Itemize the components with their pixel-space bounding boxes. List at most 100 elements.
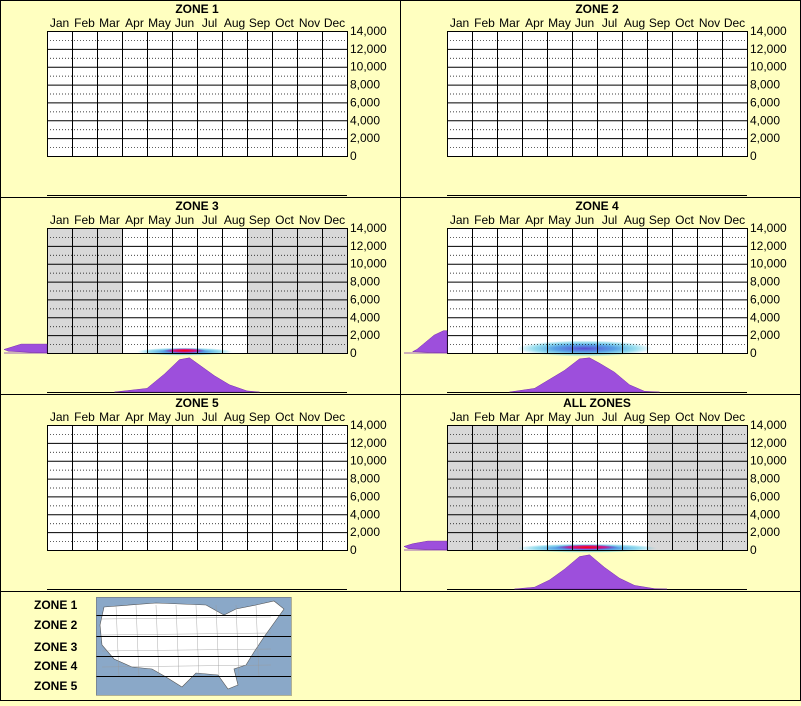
month-tick-label: Oct <box>275 213 294 227</box>
shaded-month <box>247 228 272 353</box>
zone-panel-2: ZONE 2 Jan Feb Mar Apr May Jun Jul Aug Sep Oct Nov D… <box>447 2 787 196</box>
y-tick-label: 10,000 <box>350 60 387 74</box>
y-tick-label: 10,000 <box>350 257 387 271</box>
y-tick-label: 12,000 <box>350 239 387 253</box>
plot-frame <box>447 425 748 551</box>
month-distribution <box>114 357 260 393</box>
legend-zone-label: ZONE 4 <box>34 659 78 673</box>
map-state-line <box>101 632 272 636</box>
y-tick-label: 14,000 <box>350 221 387 235</box>
month-tick-label: Jul <box>602 16 617 30</box>
map-frame <box>96 597 292 696</box>
y-tick-label: 8,000 <box>750 78 780 92</box>
month-tick-label: Mar <box>499 410 520 424</box>
month-tick-label: Jul <box>602 410 617 424</box>
shaded-month <box>722 425 747 550</box>
y-tick-label: 12,000 <box>750 239 787 253</box>
month-tick-label: Jun <box>175 16 194 30</box>
shaded-month <box>47 228 72 353</box>
density-core <box>163 348 206 354</box>
y-tick-label: 8,000 <box>750 275 780 289</box>
month-tick-label: Feb <box>74 16 95 30</box>
month-tick-label: May <box>548 410 571 424</box>
month-tick-label: May <box>148 410 171 424</box>
zone-legend: ZONE 1 ZONE 2 ZONE 3 ZONE 4 ZONE 5 <box>34 598 78 693</box>
legend-zone-label: ZONE 3 <box>34 640 78 654</box>
month-tick-label: Dec <box>324 213 345 227</box>
shaded-month <box>72 228 97 353</box>
month-tick-label: Mar <box>99 213 120 227</box>
y-tick-label: 6,000 <box>750 489 780 503</box>
month-tick-label: Jun <box>575 16 594 30</box>
y-tick-label: 2,000 <box>750 328 780 342</box>
y-tick-label: 4,000 <box>350 507 380 521</box>
y-tick-label: 2,000 <box>350 131 380 145</box>
y-tick-label: 8,000 <box>750 472 780 486</box>
month-tick-label: Jun <box>175 213 194 227</box>
month-tick-label: Mar <box>499 213 520 227</box>
month-tick-label: Nov <box>299 410 320 424</box>
y-tick-label: 8,000 <box>350 472 380 486</box>
month-tick-label: Jan <box>50 410 69 424</box>
month-tick-label: Sep <box>649 16 671 30</box>
month-tick-label: Nov <box>299 213 320 227</box>
month-tick-label: Apr <box>525 410 544 424</box>
month-tick-label: Feb <box>74 213 95 227</box>
month-tick-label: Jan <box>450 410 469 424</box>
y-tick-label: 8,000 <box>350 275 380 289</box>
month-tick-label: Oct <box>275 16 294 30</box>
y-tick-label: 6,000 <box>750 95 780 109</box>
month-tick-label: Aug <box>624 213 645 227</box>
y-tick-label: 14,000 <box>350 24 387 38</box>
zone-panel-3: ZONE 3 Jan Feb Mar Apr May Jun Jul Aug Sep Oct Nov D… <box>3 199 387 393</box>
month-tick-label: Jul <box>602 213 617 227</box>
month-tick-label: Nov <box>699 16 720 30</box>
month-tick-label: Nov <box>699 213 720 227</box>
zone-title: ZONE 3 <box>175 199 219 213</box>
y-tick-label: 14,000 <box>750 221 787 235</box>
month-tick-label: Oct <box>275 410 294 424</box>
y-tick-label: 10,000 <box>750 257 787 271</box>
month-tick-label: Nov <box>699 410 720 424</box>
y-tick-label: 14,000 <box>750 418 787 432</box>
month-tick-label: Feb <box>474 213 495 227</box>
month-tick-label: Dec <box>724 213 745 227</box>
plot-frame <box>447 31 748 157</box>
month-tick-label: Sep <box>249 16 271 30</box>
zone-panel-1: ZONE 1 Jan Feb Mar Apr May Jun Jul Aug Sep Oct Nov D… <box>47 2 387 196</box>
y-tick-label: 6,000 <box>750 292 780 306</box>
map-state-line <box>155 604 160 678</box>
map-state-line <box>215 604 220 678</box>
shaded-month <box>447 425 472 550</box>
month-tick-label: Aug <box>224 410 245 424</box>
y-tick-label: 6,000 <box>350 292 380 306</box>
map-state-line <box>135 604 140 678</box>
y-tick-label: 12,000 <box>350 436 387 450</box>
shaded-month <box>272 228 297 353</box>
y-tick-label: 0 <box>750 543 757 557</box>
month-tick-label: Jun <box>575 410 594 424</box>
month-tick-label: Aug <box>624 410 645 424</box>
month-tick-label: Oct <box>675 213 694 227</box>
y-tick-label: 4,000 <box>350 113 380 127</box>
month-tick-label: Sep <box>249 410 271 424</box>
y-tick-label: 14,000 <box>350 418 387 432</box>
month-tick-label: Apr <box>125 213 144 227</box>
elevation-profile <box>404 330 448 354</box>
month-tick-label: Apr <box>125 16 144 30</box>
elevation-profile <box>3 343 48 354</box>
y-tick-label: 12,000 <box>750 436 787 450</box>
month-tick-label: Jan <box>50 213 69 227</box>
month-tick-label: Aug <box>224 213 245 227</box>
month-tick-label: Sep <box>649 213 671 227</box>
month-tick-label: Mar <box>499 16 520 30</box>
density-band <box>517 340 652 357</box>
shaded-month <box>672 425 697 550</box>
month-tick-label: Sep <box>249 213 271 227</box>
y-tick-label: 6,000 <box>350 95 380 109</box>
shaded-month <box>497 425 522 550</box>
month-tick-label: May <box>548 213 571 227</box>
map-state-line <box>175 604 180 678</box>
plot-frame <box>47 228 348 354</box>
month-distribution <box>514 554 668 590</box>
